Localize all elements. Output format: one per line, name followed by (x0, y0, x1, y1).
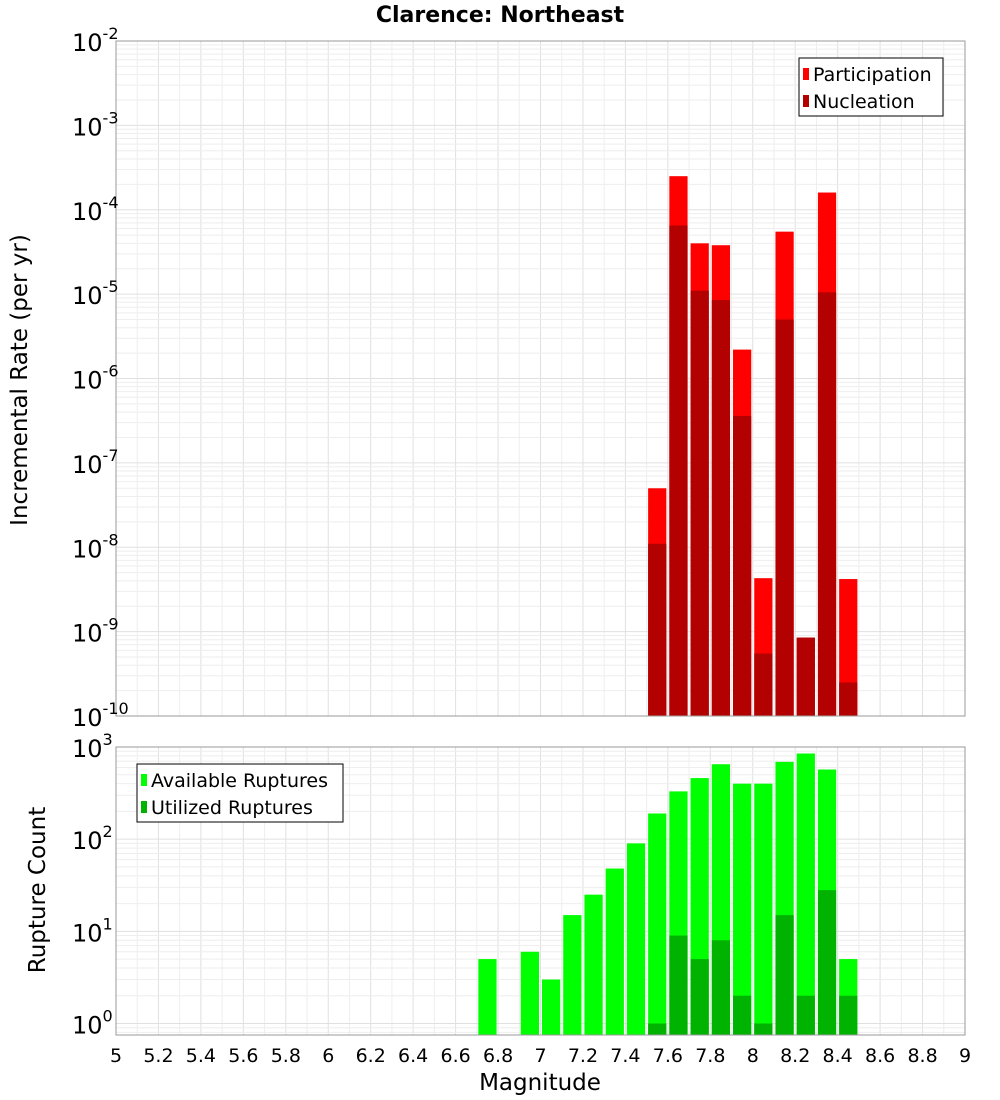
bottom-bar-utilized-ruptures-8 (669, 935, 688, 1035)
top-legend-label-0: Participation (813, 64, 932, 86)
bottom-bar-available-ruptures-3 (563, 915, 582, 1035)
x-tick-label: 5.2 (143, 1045, 173, 1067)
bottom-bar-available-ruptures-0 (478, 959, 497, 1035)
bottom-bar-utilized-ruptures-7 (648, 1023, 667, 1035)
bottom-bar-available-ruptures-4 (584, 894, 603, 1035)
top-grid (115, 40, 966, 717)
x-tick-label: 6.2 (356, 1045, 386, 1067)
bottom-bar-available-ruptures-14 (796, 753, 815, 1035)
bottom-bar-available-ruptures-12 (754, 783, 773, 1035)
top-y-tick-label: 10-8 (72, 530, 119, 563)
bottom-bar-utilized-ruptures-13 (775, 915, 794, 1035)
top-y-tick-label: 10-3 (72, 108, 119, 141)
bottom-bar-utilized-ruptures-16 (839, 995, 858, 1035)
top-bar-nucleation-0 (648, 543, 667, 716)
top-legend-swatch-1 (803, 95, 809, 107)
bottom-y-tick-label: 102 (72, 822, 113, 855)
bottom-y-tick-labels: 103 102 101 100 (72, 730, 113, 1039)
x-tick-label: 6.8 (483, 1045, 513, 1067)
top-y-tick-label: 10-6 (72, 362, 119, 395)
bottom-legend-swatch-1 (141, 801, 147, 813)
top-legend-swatch-0 (803, 68, 809, 80)
top-bar-participation-9 (839, 579, 858, 716)
bottom-bar-available-ruptures-6 (626, 843, 646, 1035)
top-legend: Participation Nucleation (798, 57, 944, 117)
x-tick-label: 5.6 (228, 1045, 258, 1067)
top-y-tick-label: 10-2 (72, 24, 119, 57)
bottom-legend-swatch-0 (141, 774, 147, 786)
top-legend-label-1: Nucleation (813, 91, 915, 113)
x-axis-label: Magnitude (479, 1070, 601, 1096)
x-tick-label: 5 (110, 1045, 122, 1067)
top-y-tick-label: 10-9 (72, 615, 119, 648)
top-y-tick-label: 10-4 (72, 193, 119, 226)
x-tick-label: 7.6 (653, 1045, 683, 1067)
x-tick-label: 7 (534, 1045, 546, 1067)
x-tick-label: 5.4 (186, 1045, 216, 1067)
top-bar-nucleation-5 (754, 653, 773, 716)
x-tick-label: 8.2 (780, 1045, 810, 1067)
bottom-legend: Available Ruptures Utilized Ruptures (136, 763, 344, 823)
x-tick-label: 8.8 (907, 1045, 937, 1067)
top-bar-nucleation-3 (711, 300, 731, 716)
bottom-series-1 (648, 890, 858, 1035)
bottom-plot-frame (115, 746, 966, 1036)
top-y-tick-label: 10-10 (72, 699, 129, 732)
x-tick-label: 5.8 (271, 1045, 301, 1067)
bottom-bar-utilized-ruptures-15 (817, 890, 837, 1035)
bottom-bar-available-ruptures-5 (605, 868, 624, 1035)
bottom-bar-utilized-ruptures-11 (733, 995, 752, 1035)
bottom-plot: 103 102 101 100 Available Ruptures Utilized R… (72, 730, 971, 1067)
x-tick-label: 7.8 (695, 1045, 725, 1067)
bottom-bar-available-ruptures-1 (520, 951, 539, 1035)
bottom-y-tick-label: 103 (72, 730, 113, 763)
bottom-bar-available-ruptures-2 (542, 979, 561, 1035)
top-y-tick-label: 10-7 (72, 446, 119, 479)
bottom-bar-utilized-ruptures-14 (796, 995, 815, 1035)
x-tick-label: 8 (747, 1045, 759, 1067)
x-tick-label: 6.6 (440, 1045, 470, 1067)
top-bar-nucleation-8 (817, 292, 837, 716)
bottom-y-axis-label: Rupture Count (25, 807, 51, 973)
top-bar-nucleation-6 (775, 319, 794, 716)
bottom-y-tick-label: 101 (72, 914, 113, 947)
x-tick-label: 7.4 (610, 1045, 640, 1067)
bottom-legend-label-1: Utilized Ruptures (151, 797, 313, 819)
top-plot: 10-2 10-3 10-4 10-5 10-6 10-7 10-8 10-9 10-10 Par… (72, 24, 966, 732)
bottom-bar-available-ruptures-11 (733, 783, 752, 1035)
top-bar-nucleation-7 (796, 637, 815, 716)
x-tick-label: 6 (322, 1045, 334, 1067)
top-bar-nucleation-9 (839, 682, 858, 716)
top-plot-frame (115, 40, 966, 717)
bottom-y-tick-label: 100 (72, 1006, 113, 1039)
x-tick-label: 7.2 (568, 1045, 598, 1067)
bottom-bar-utilized-ruptures-9 (690, 959, 709, 1035)
x-tick-labels: 5 5.2 5.4 5.6 5.8 6 6.2 6.4 6.6 6.8 7 7.2 7.4 7.6 7.8 8… (110, 1045, 971, 1067)
x-tick-label: 8.6 (865, 1045, 895, 1067)
x-tick-label: 9 (959, 1045, 971, 1067)
bottom-bar-available-ruptures-7 (648, 813, 667, 1035)
chart-title: Clarence: Northeast (376, 3, 625, 28)
bottom-bar-utilized-ruptures-12 (754, 1023, 773, 1035)
top-bar-nucleation-4 (733, 415, 752, 716)
top-series-1 (648, 225, 858, 716)
x-tick-label: 6.4 (398, 1045, 428, 1067)
x-tick-label: 8.4 (823, 1045, 853, 1067)
top-y-tick-label: 10-5 (72, 277, 119, 310)
top-bar-nucleation-2 (690, 290, 709, 716)
top-bar-nucleation-1 (669, 225, 688, 716)
bottom-legend-label-0: Available Ruptures (151, 770, 328, 792)
bottom-bar-utilized-ruptures-10 (711, 940, 731, 1035)
top-y-axis-label: Incremental Rate (per yr) (7, 234, 33, 526)
